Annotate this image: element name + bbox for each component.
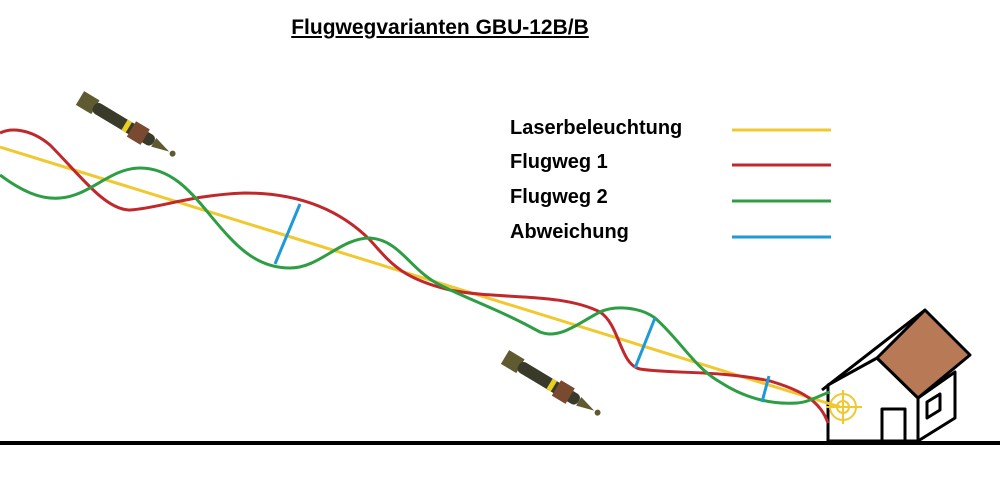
deviation-marker — [633, 317, 657, 369]
flight-path-1 — [0, 128, 830, 424]
laser-line — [0, 145, 841, 409]
house-roof — [875, 308, 972, 400]
flight-path-2 — [0, 166, 831, 405]
house-window — [925, 392, 942, 420]
crosshair-icon — [826, 390, 862, 424]
legend-swatches — [732, 128, 831, 239]
deviation-markers — [273, 203, 771, 403]
bomb-icon — [500, 350, 601, 416]
legend-label-deviation: Abweichung — [510, 221, 629, 243]
diagram-title: Flugwegvarianten GBU-12B/B — [291, 16, 589, 39]
deviation-marker — [760, 375, 771, 403]
deviation-marker — [273, 203, 302, 265]
legend-label-path-1: Flugweg 1 — [510, 151, 608, 173]
house-front-wall — [826, 356, 920, 443]
legend-label-path-2: Flugweg 2 — [510, 186, 608, 208]
legend-label-laser: Laserbeleuchtung — [510, 117, 683, 139]
house-door — [880, 407, 907, 443]
house-icon — [821, 308, 972, 443]
bomb-icon — [75, 91, 176, 157]
